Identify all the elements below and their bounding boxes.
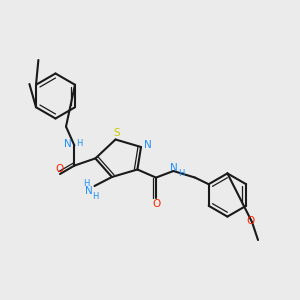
- Text: O: O: [153, 199, 161, 209]
- Text: N: N: [85, 185, 93, 196]
- Text: H: H: [76, 140, 83, 148]
- Text: H: H: [92, 192, 98, 201]
- Text: H: H: [83, 178, 89, 188]
- Text: O: O: [247, 216, 255, 226]
- Text: N: N: [64, 139, 72, 149]
- Text: N: N: [144, 140, 152, 150]
- Text: N: N: [170, 163, 178, 173]
- Text: O: O: [55, 164, 64, 174]
- Text: S: S: [114, 128, 120, 138]
- Text: H: H: [178, 169, 184, 178]
